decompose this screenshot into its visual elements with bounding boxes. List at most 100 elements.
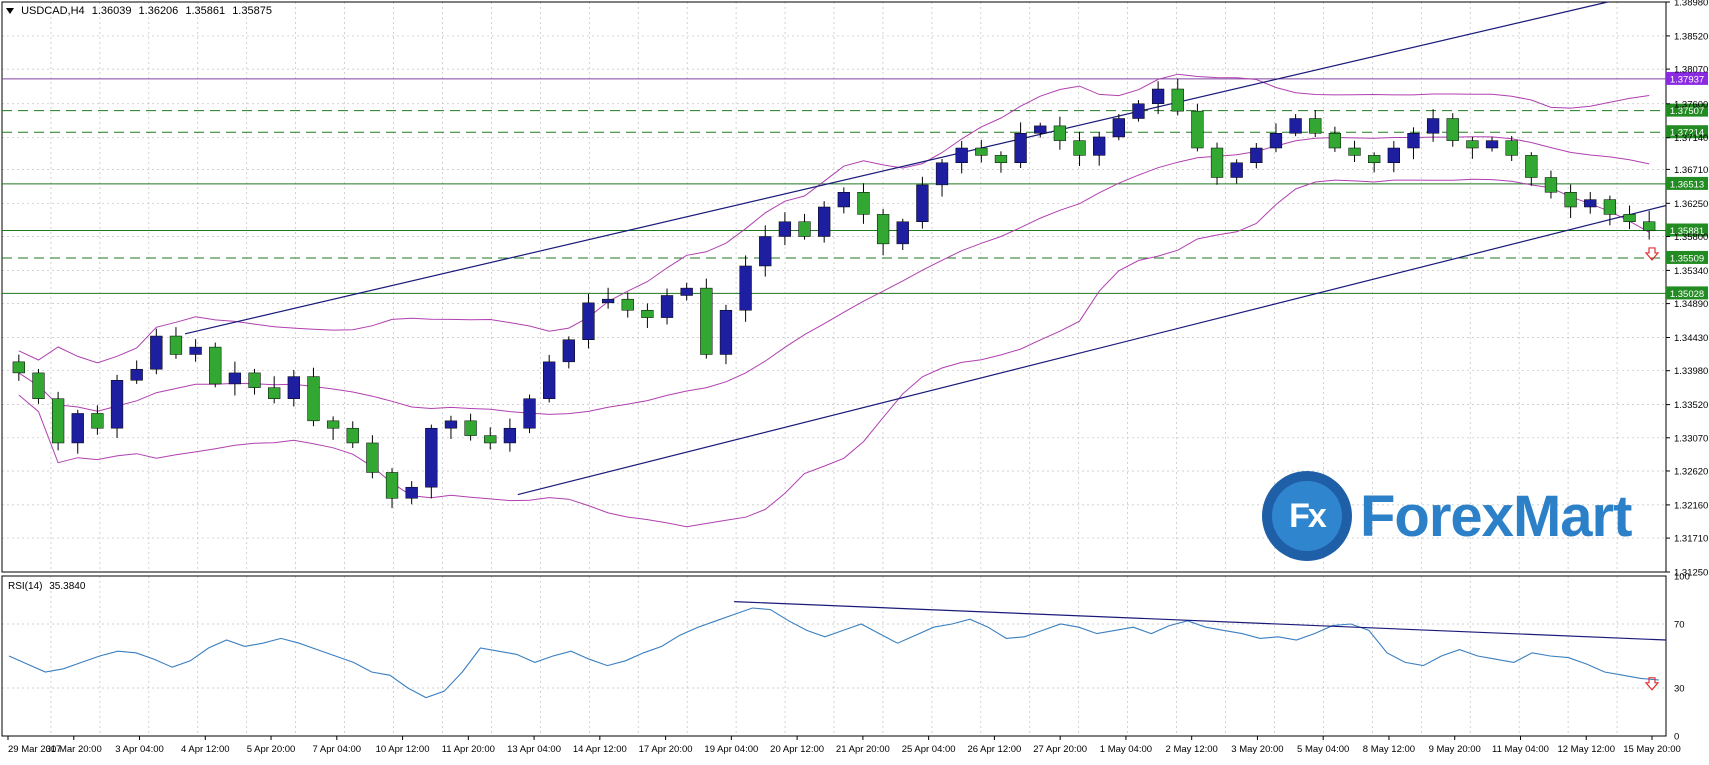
candle-body — [543, 361, 556, 399]
candle-body — [523, 398, 536, 429]
x-tick-label: 3 May 20:00 — [1231, 744, 1283, 755]
candle-body — [130, 368, 143, 381]
candle — [916, 176, 929, 229]
candle-body — [189, 346, 202, 355]
x-tick-label: 9 May 20:00 — [1429, 744, 1481, 755]
x-tick-label: 5 Apr 20:00 — [247, 744, 296, 755]
channel-upper-line[interactable] — [184, 1, 1608, 335]
candle-body — [209, 346, 222, 385]
channel-lower-line[interactable] — [517, 204, 1667, 496]
candle — [366, 435, 379, 479]
rsi-line — [8, 607, 1660, 699]
candle — [150, 328, 163, 375]
candle — [1171, 78, 1184, 116]
y-tick-label: 1.32620 — [1674, 466, 1708, 477]
candle — [130, 360, 143, 384]
x-tick-label: 21 Apr 20:00 — [836, 744, 890, 755]
y-tick-label: 1.34430 — [1674, 333, 1708, 344]
level-label: 1.37214 — [1670, 128, 1704, 139]
y-tick-label: 1.33520 — [1674, 400, 1708, 411]
candle-body — [1643, 221, 1656, 231]
candle-body — [51, 398, 65, 444]
candle — [975, 139, 988, 163]
candle-body — [896, 221, 909, 245]
candle-body — [798, 221, 811, 237]
candle — [543, 354, 556, 403]
candle-body — [366, 442, 379, 473]
candle-body — [1269, 133, 1283, 149]
price-axis: 1.38980 1.38520 1.38070 1.37600 1.37140 1.367… — [1666, 0, 1708, 579]
level-label-bg — [1666, 103, 1708, 117]
horizontal-levels[interactable]: 1.37937 1.37507 1.37214 1.36513 1.35881 1.355… — [2, 71, 1708, 300]
symbol-label: USDCAD,H4 — [21, 5, 85, 17]
candle — [110, 374, 124, 439]
price-level[interactable]: 1.37937 — [2, 71, 1708, 86]
candle — [601, 287, 615, 309]
rsi-trend-line[interactable] — [734, 601, 1667, 641]
candle-body — [110, 380, 124, 429]
high-value: 1.36206 — [138, 5, 179, 17]
candle-body — [916, 184, 929, 222]
price-level[interactable]: 1.36513 — [2, 176, 1708, 191]
candle — [1603, 195, 1617, 226]
candle — [326, 416, 340, 440]
level-label: 1.36513 — [1670, 179, 1704, 190]
x-tick-label: 3 Apr 04:00 — [115, 744, 164, 755]
candle-body — [1485, 140, 1499, 149]
price-level[interactable]: 1.35881 — [2, 223, 1708, 238]
y-tick-label: 1.33980 — [1674, 366, 1708, 377]
candle — [994, 151, 1008, 173]
candle — [1230, 159, 1243, 184]
candle — [385, 468, 399, 509]
candle — [680, 282, 693, 301]
candle — [444, 415, 458, 439]
signal-arrows — [1644, 247, 1660, 691]
candle — [896, 218, 909, 250]
x-tick-label: 17 Apr 20:00 — [639, 744, 693, 755]
price-level[interactable]: 1.35028 — [2, 286, 1708, 300]
y-tick-label: 1.37140 — [1674, 133, 1708, 144]
candle — [1466, 136, 1479, 159]
candle — [1485, 136, 1499, 152]
candle — [935, 159, 949, 197]
candle — [1525, 152, 1538, 186]
candle-body — [346, 427, 359, 444]
candle-body — [1250, 147, 1263, 164]
candle-body — [12, 361, 25, 374]
candle-body — [660, 295, 674, 318]
y-tick-label: 1.38070 — [1674, 65, 1708, 76]
price-level[interactable]: 1.37507 — [2, 103, 1708, 118]
candle — [1112, 114, 1125, 141]
candle — [1426, 109, 1440, 142]
level-label: 1.37507 — [1670, 106, 1704, 117]
x-tick-label: 30 Mar 20:00 — [46, 744, 102, 755]
candle — [1387, 141, 1400, 173]
candle-body — [405, 486, 418, 499]
candle-body — [1034, 125, 1047, 134]
rsi-value: 35.3840 — [49, 581, 86, 592]
y-tick-label: 1.37600 — [1674, 99, 1708, 110]
x-tick-label: 2 May 12:00 — [1166, 744, 1218, 755]
candle — [1269, 123, 1283, 153]
candle — [1505, 136, 1518, 162]
candle-body — [739, 265, 752, 311]
candle — [700, 278, 713, 359]
y-tick-label: 1.31710 — [1674, 534, 1708, 545]
candle — [1014, 122, 1027, 169]
candle-body — [562, 339, 575, 363]
candle-body — [1191, 110, 1204, 149]
price-level[interactable]: 1.35509 — [2, 250, 1708, 265]
price-level[interactable]: 1.37214 — [2, 125, 1708, 139]
candle-body — [150, 335, 163, 370]
candle — [189, 339, 202, 362]
candle — [582, 293, 595, 349]
candle — [248, 368, 261, 395]
dropdown-triangle-icon[interactable] — [6, 8, 14, 15]
candle-body — [287, 376, 300, 399]
trend-channel[interactable] — [184, 1, 1667, 496]
level-label: 1.35881 — [1670, 226, 1704, 237]
forexmart-logo: Fx ForexMart — [1262, 470, 1632, 562]
candle-body — [641, 309, 654, 318]
